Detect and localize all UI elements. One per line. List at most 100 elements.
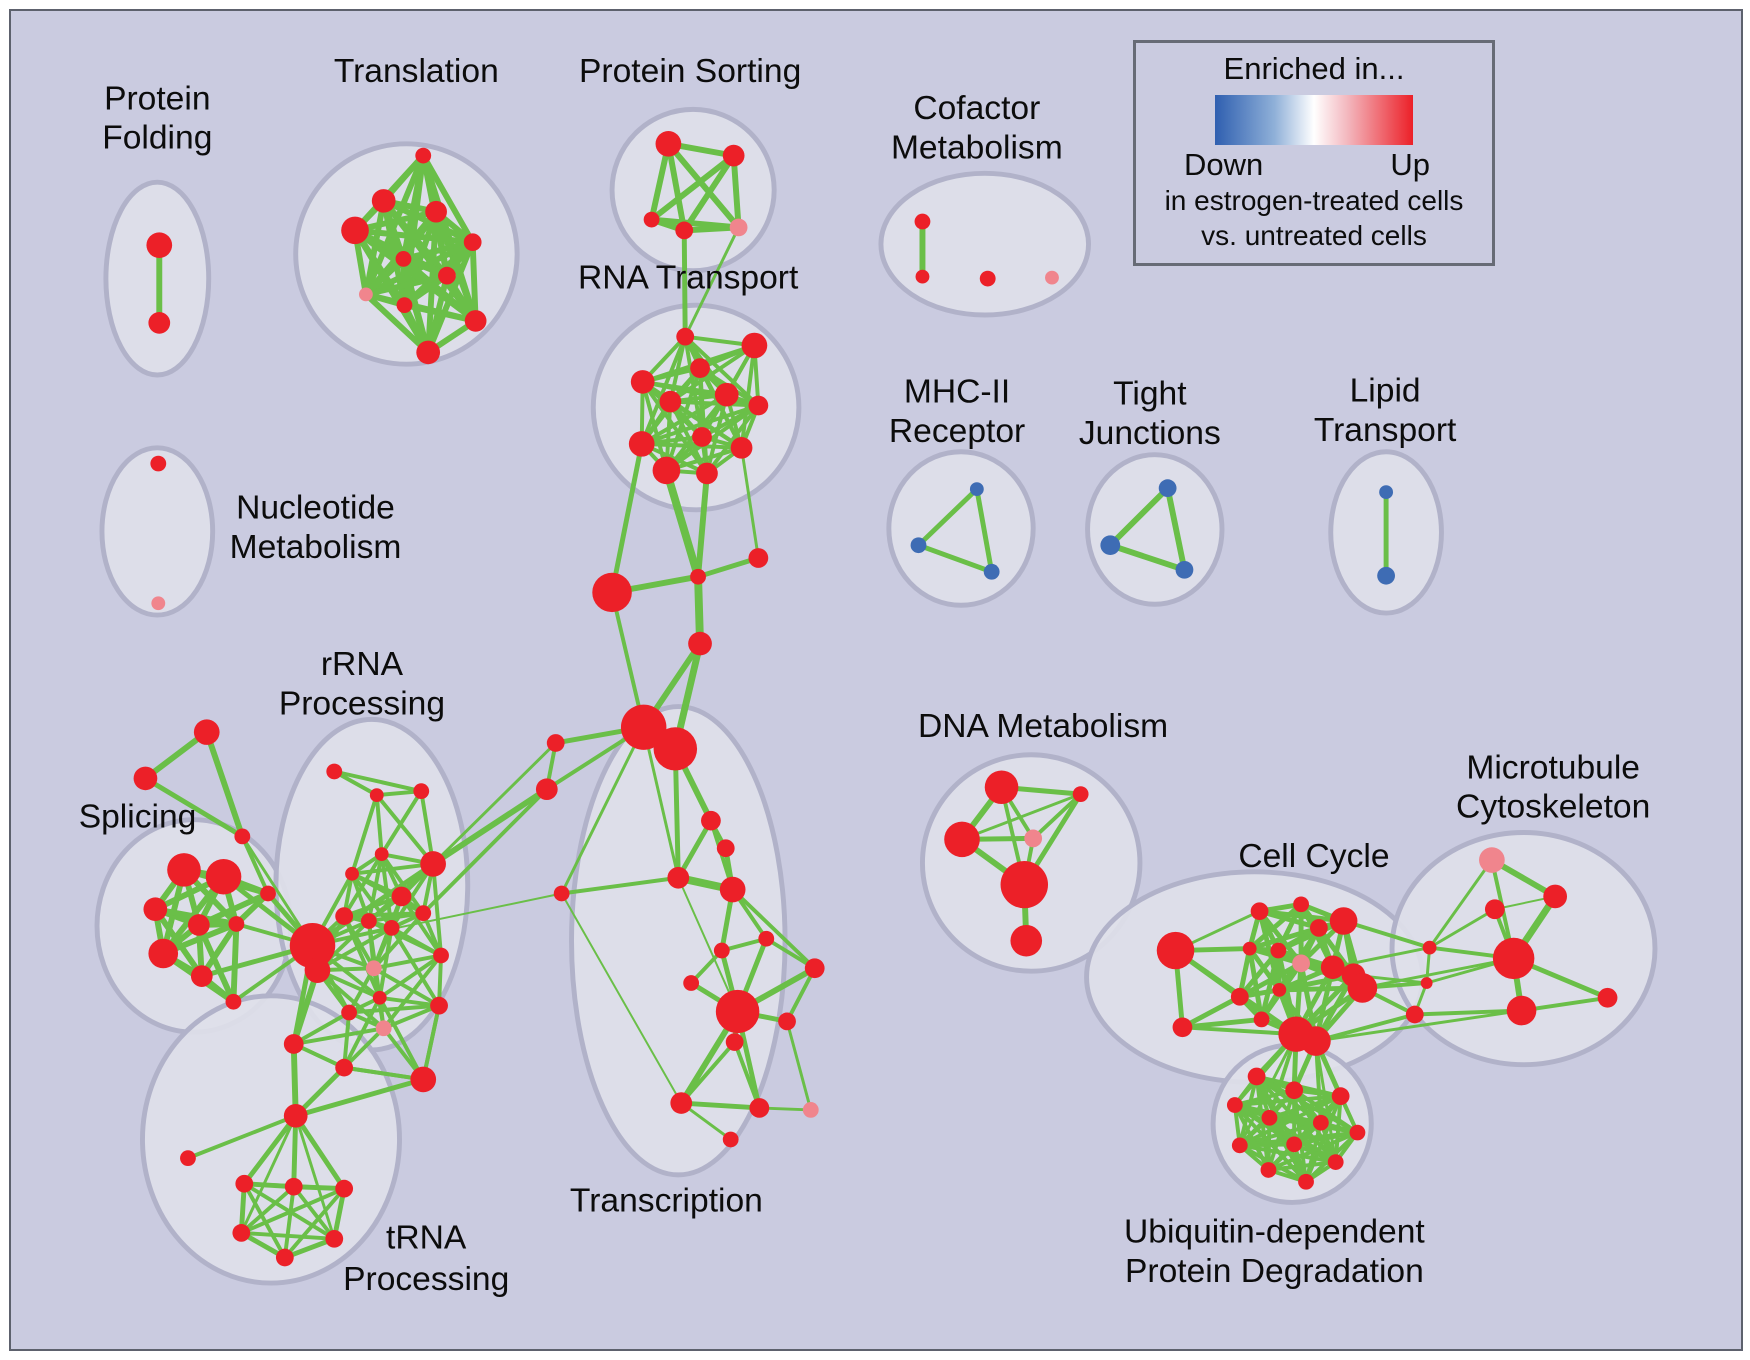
node-protein_sorting[interactable]: [722, 144, 745, 167]
node-transcription[interactable]: [701, 810, 721, 831]
node-rna_transport[interactable]: [692, 427, 712, 447]
node-protein_sorting[interactable]: [675, 221, 694, 240]
node-splicing[interactable]: [148, 938, 179, 969]
node-ubiquitin[interactable]: [1327, 1154, 1344, 1170]
node-rna_transport[interactable]: [676, 327, 695, 346]
node-microtubule[interactable]: [1597, 987, 1618, 1008]
node-rrna[interactable]: [289, 923, 336, 969]
node-cell_cycle[interactable]: [1230, 987, 1249, 1006]
node-ubiquitin[interactable]: [1247, 1067, 1266, 1086]
node-rrna[interactable]: [335, 1058, 354, 1077]
node-free[interactable]: [688, 631, 712, 656]
node-dna_metabolism[interactable]: [984, 770, 1019, 804]
node-cell_cycle[interactable]: [1242, 941, 1257, 956]
node-rrna[interactable]: [420, 851, 446, 877]
node-transcription[interactable]: [778, 1012, 796, 1031]
node-transcription[interactable]: [804, 958, 825, 979]
node-rna_transport[interactable]: [630, 370, 655, 394]
node-transcription[interactable]: [802, 1102, 819, 1118]
node-rna_transport[interactable]: [748, 395, 769, 416]
node-rrna[interactable]: [304, 957, 331, 984]
node-dna_metabolism[interactable]: [1024, 829, 1043, 848]
node-splicing[interactable]: [225, 993, 242, 1010]
node-cell_cycle[interactable]: [1347, 973, 1378, 1003]
node-nucleotide[interactable]: [151, 596, 166, 611]
node-transcription[interactable]: [722, 1131, 739, 1148]
node-rrna[interactable]: [415, 905, 432, 922]
node-mhc_receptor[interactable]: [969, 482, 984, 497]
node-ubiquitin[interactable]: [1312, 1114, 1329, 1131]
node-ubiquitin[interactable]: [1261, 1109, 1278, 1126]
node-free[interactable]: [620, 704, 667, 750]
node-free[interactable]: [133, 766, 158, 791]
node-rrna[interactable]: [360, 913, 377, 929]
node-trna[interactable]: [284, 1177, 303, 1196]
node-rrna[interactable]: [391, 886, 412, 907]
node-trna[interactable]: [335, 1179, 354, 1198]
node-translation[interactable]: [464, 310, 487, 332]
node-rna_transport[interactable]: [741, 332, 768, 359]
node-translation[interactable]: [396, 297, 413, 314]
node-cell_cycle[interactable]: [1253, 1011, 1270, 1028]
node-dna_metabolism[interactable]: [1072, 786, 1089, 802]
node-transcription[interactable]: [758, 930, 775, 947]
node-transcription[interactable]: [667, 866, 690, 889]
node-trna[interactable]: [235, 1174, 254, 1193]
node-cofactor[interactable]: [915, 269, 930, 284]
node-protein_folding[interactable]: [146, 232, 173, 258]
node-rrna[interactable]: [335, 907, 354, 925]
node-protein_folding[interactable]: [148, 312, 171, 334]
node-lipid_transport[interactable]: [1379, 485, 1394, 499]
node-rrna[interactable]: [430, 996, 448, 1015]
node-free[interactable]: [592, 572, 632, 613]
node-rna_transport[interactable]: [696, 462, 718, 485]
node-splicing[interactable]: [187, 914, 210, 936]
node-tight_junctions[interactable]: [1100, 535, 1121, 556]
node-rrna[interactable]: [345, 866, 359, 881]
node-transcription[interactable]: [725, 1033, 744, 1051]
node-lipid_transport[interactable]: [1377, 566, 1395, 585]
node-trna[interactable]: [232, 1224, 251, 1242]
node-splicing[interactable]: [205, 859, 242, 895]
node-nucleotide[interactable]: [150, 455, 167, 472]
node-free[interactable]: [546, 734, 565, 752]
node-transcription[interactable]: [719, 876, 746, 903]
node-ubiquitin[interactable]: [1286, 1136, 1303, 1153]
node-rrna[interactable]: [369, 788, 384, 802]
node-dna_metabolism[interactable]: [1000, 861, 1049, 909]
node-rna_transport[interactable]: [652, 456, 681, 485]
node-mhc_receptor[interactable]: [983, 563, 1000, 580]
node-translation[interactable]: [341, 216, 369, 245]
node-transcription[interactable]: [713, 942, 730, 959]
node-transcription[interactable]: [553, 885, 570, 902]
node-cell_cycle[interactable]: [1270, 942, 1287, 959]
node-cell_cycle[interactable]: [1301, 1026, 1331, 1056]
node-translation[interactable]: [438, 266, 456, 285]
node-rrna[interactable]: [374, 847, 389, 862]
node-free[interactable]: [653, 727, 698, 771]
node-translation[interactable]: [395, 251, 412, 267]
node-free[interactable]: [748, 548, 769, 568]
node-microtubule[interactable]: [1506, 995, 1537, 1026]
node-rna_transport[interactable]: [659, 390, 682, 413]
node-transcription[interactable]: [683, 975, 700, 991]
node-trna[interactable]: [180, 1150, 196, 1167]
node-cell_cycle[interactable]: [1172, 1017, 1193, 1038]
node-rrna[interactable]: [383, 920, 400, 936]
node-rna_transport[interactable]: [628, 431, 655, 457]
node-microtubule[interactable]: [1422, 940, 1437, 955]
node-free[interactable]: [535, 778, 558, 801]
node-microtubule[interactable]: [1405, 1005, 1424, 1024]
node-protein_sorting[interactable]: [729, 218, 748, 237]
node-cell_cycle[interactable]: [1309, 919, 1328, 937]
node-ubiquitin[interactable]: [1231, 1137, 1248, 1154]
node-translation[interactable]: [358, 287, 373, 302]
node-microtubule[interactable]: [1479, 847, 1505, 873]
node-protein_sorting[interactable]: [643, 211, 660, 228]
node-microtubule[interactable]: [1543, 884, 1568, 909]
node-tight_junctions[interactable]: [1158, 479, 1177, 498]
node-free[interactable]: [690, 568, 706, 585]
node-ubiquitin[interactable]: [1285, 1081, 1304, 1100]
node-rrna[interactable]: [410, 1066, 437, 1093]
node-splicing[interactable]: [143, 897, 168, 922]
